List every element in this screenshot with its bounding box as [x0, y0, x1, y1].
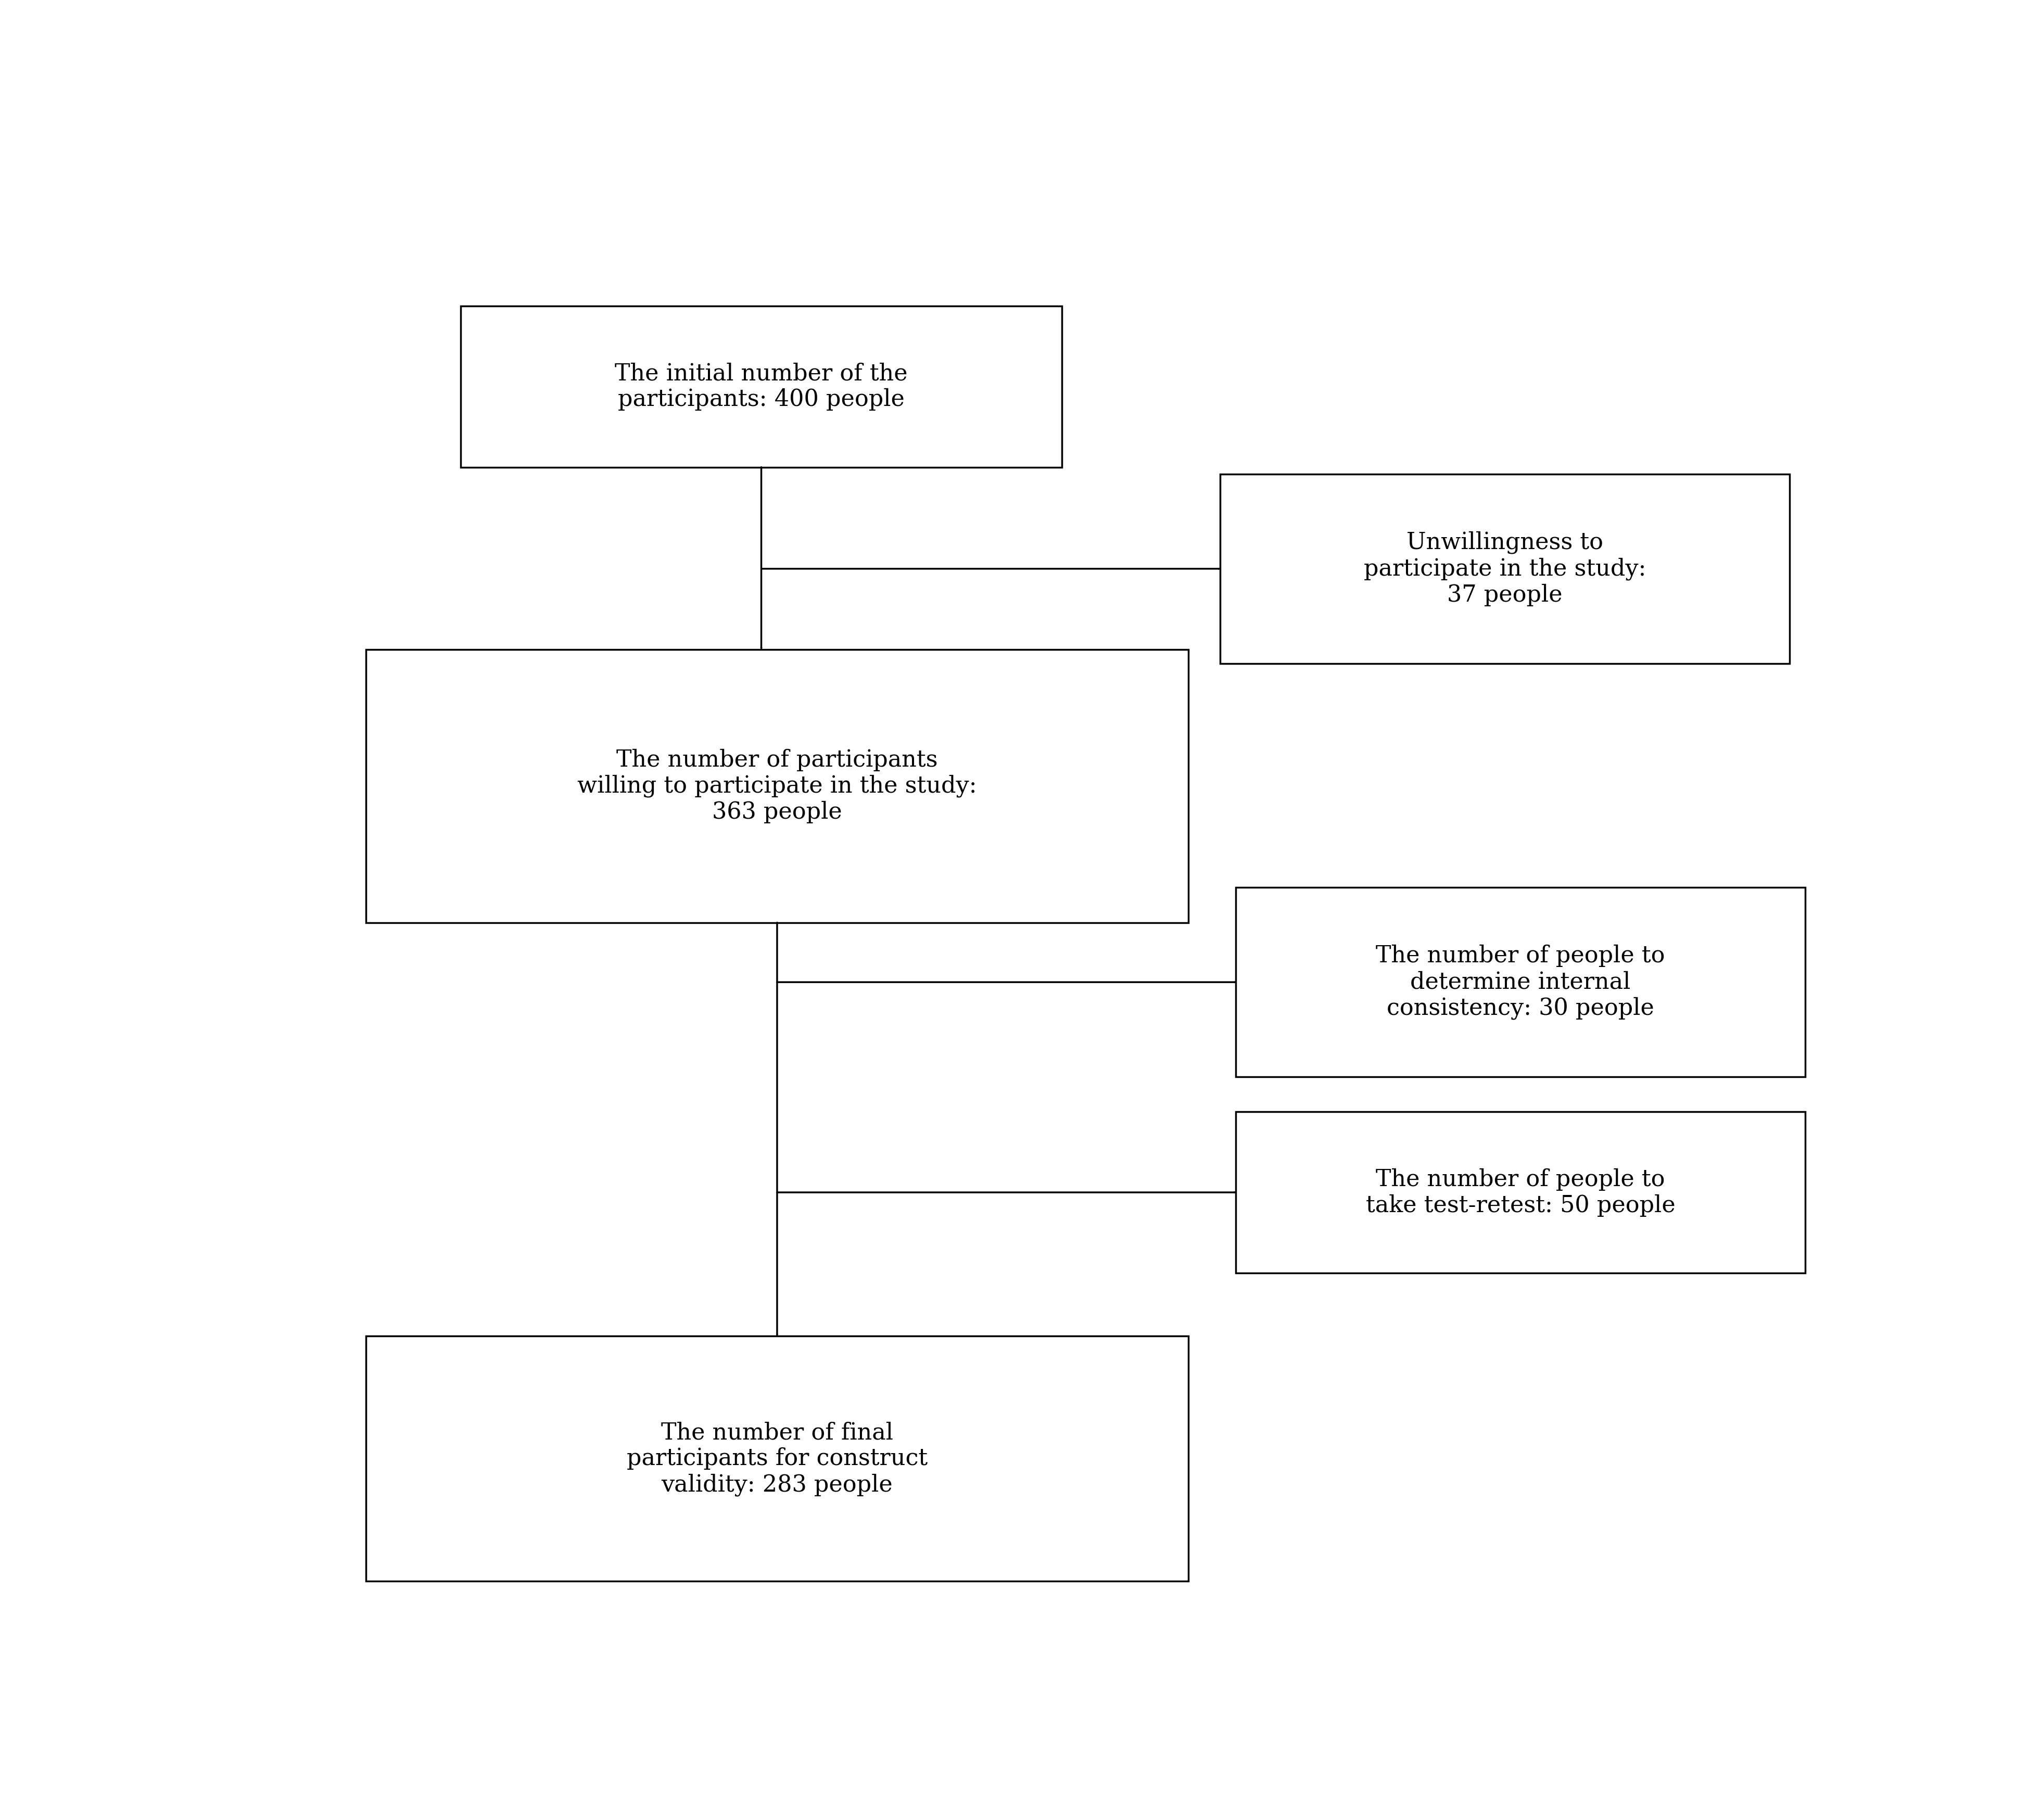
- Text: Unwillingness to
participate in the study:
37 people: Unwillingness to participate in the stud…: [1363, 531, 1645, 606]
- FancyBboxPatch shape: [365, 650, 1188, 923]
- FancyBboxPatch shape: [1221, 475, 1790, 662]
- Text: The number of participants
willing to participate in the study:
363 people: The number of participants willing to pa…: [578, 748, 978, 823]
- FancyBboxPatch shape: [365, 1336, 1188, 1582]
- Text: The number of people to
take test-retest: 50 people: The number of people to take test-retest…: [1365, 1168, 1676, 1216]
- FancyBboxPatch shape: [1237, 888, 1806, 1077]
- Text: The number of people to
determine internal
consistency: 30 people: The number of people to determine intern…: [1376, 945, 1665, 1019]
- FancyBboxPatch shape: [461, 306, 1061, 468]
- Text: The initial number of the
participants: 400 people: The initial number of the participants: …: [614, 362, 908, 411]
- FancyBboxPatch shape: [1237, 1112, 1806, 1272]
- Text: The number of final
participants for construct
validity: 283 people: The number of final participants for con…: [627, 1421, 927, 1496]
